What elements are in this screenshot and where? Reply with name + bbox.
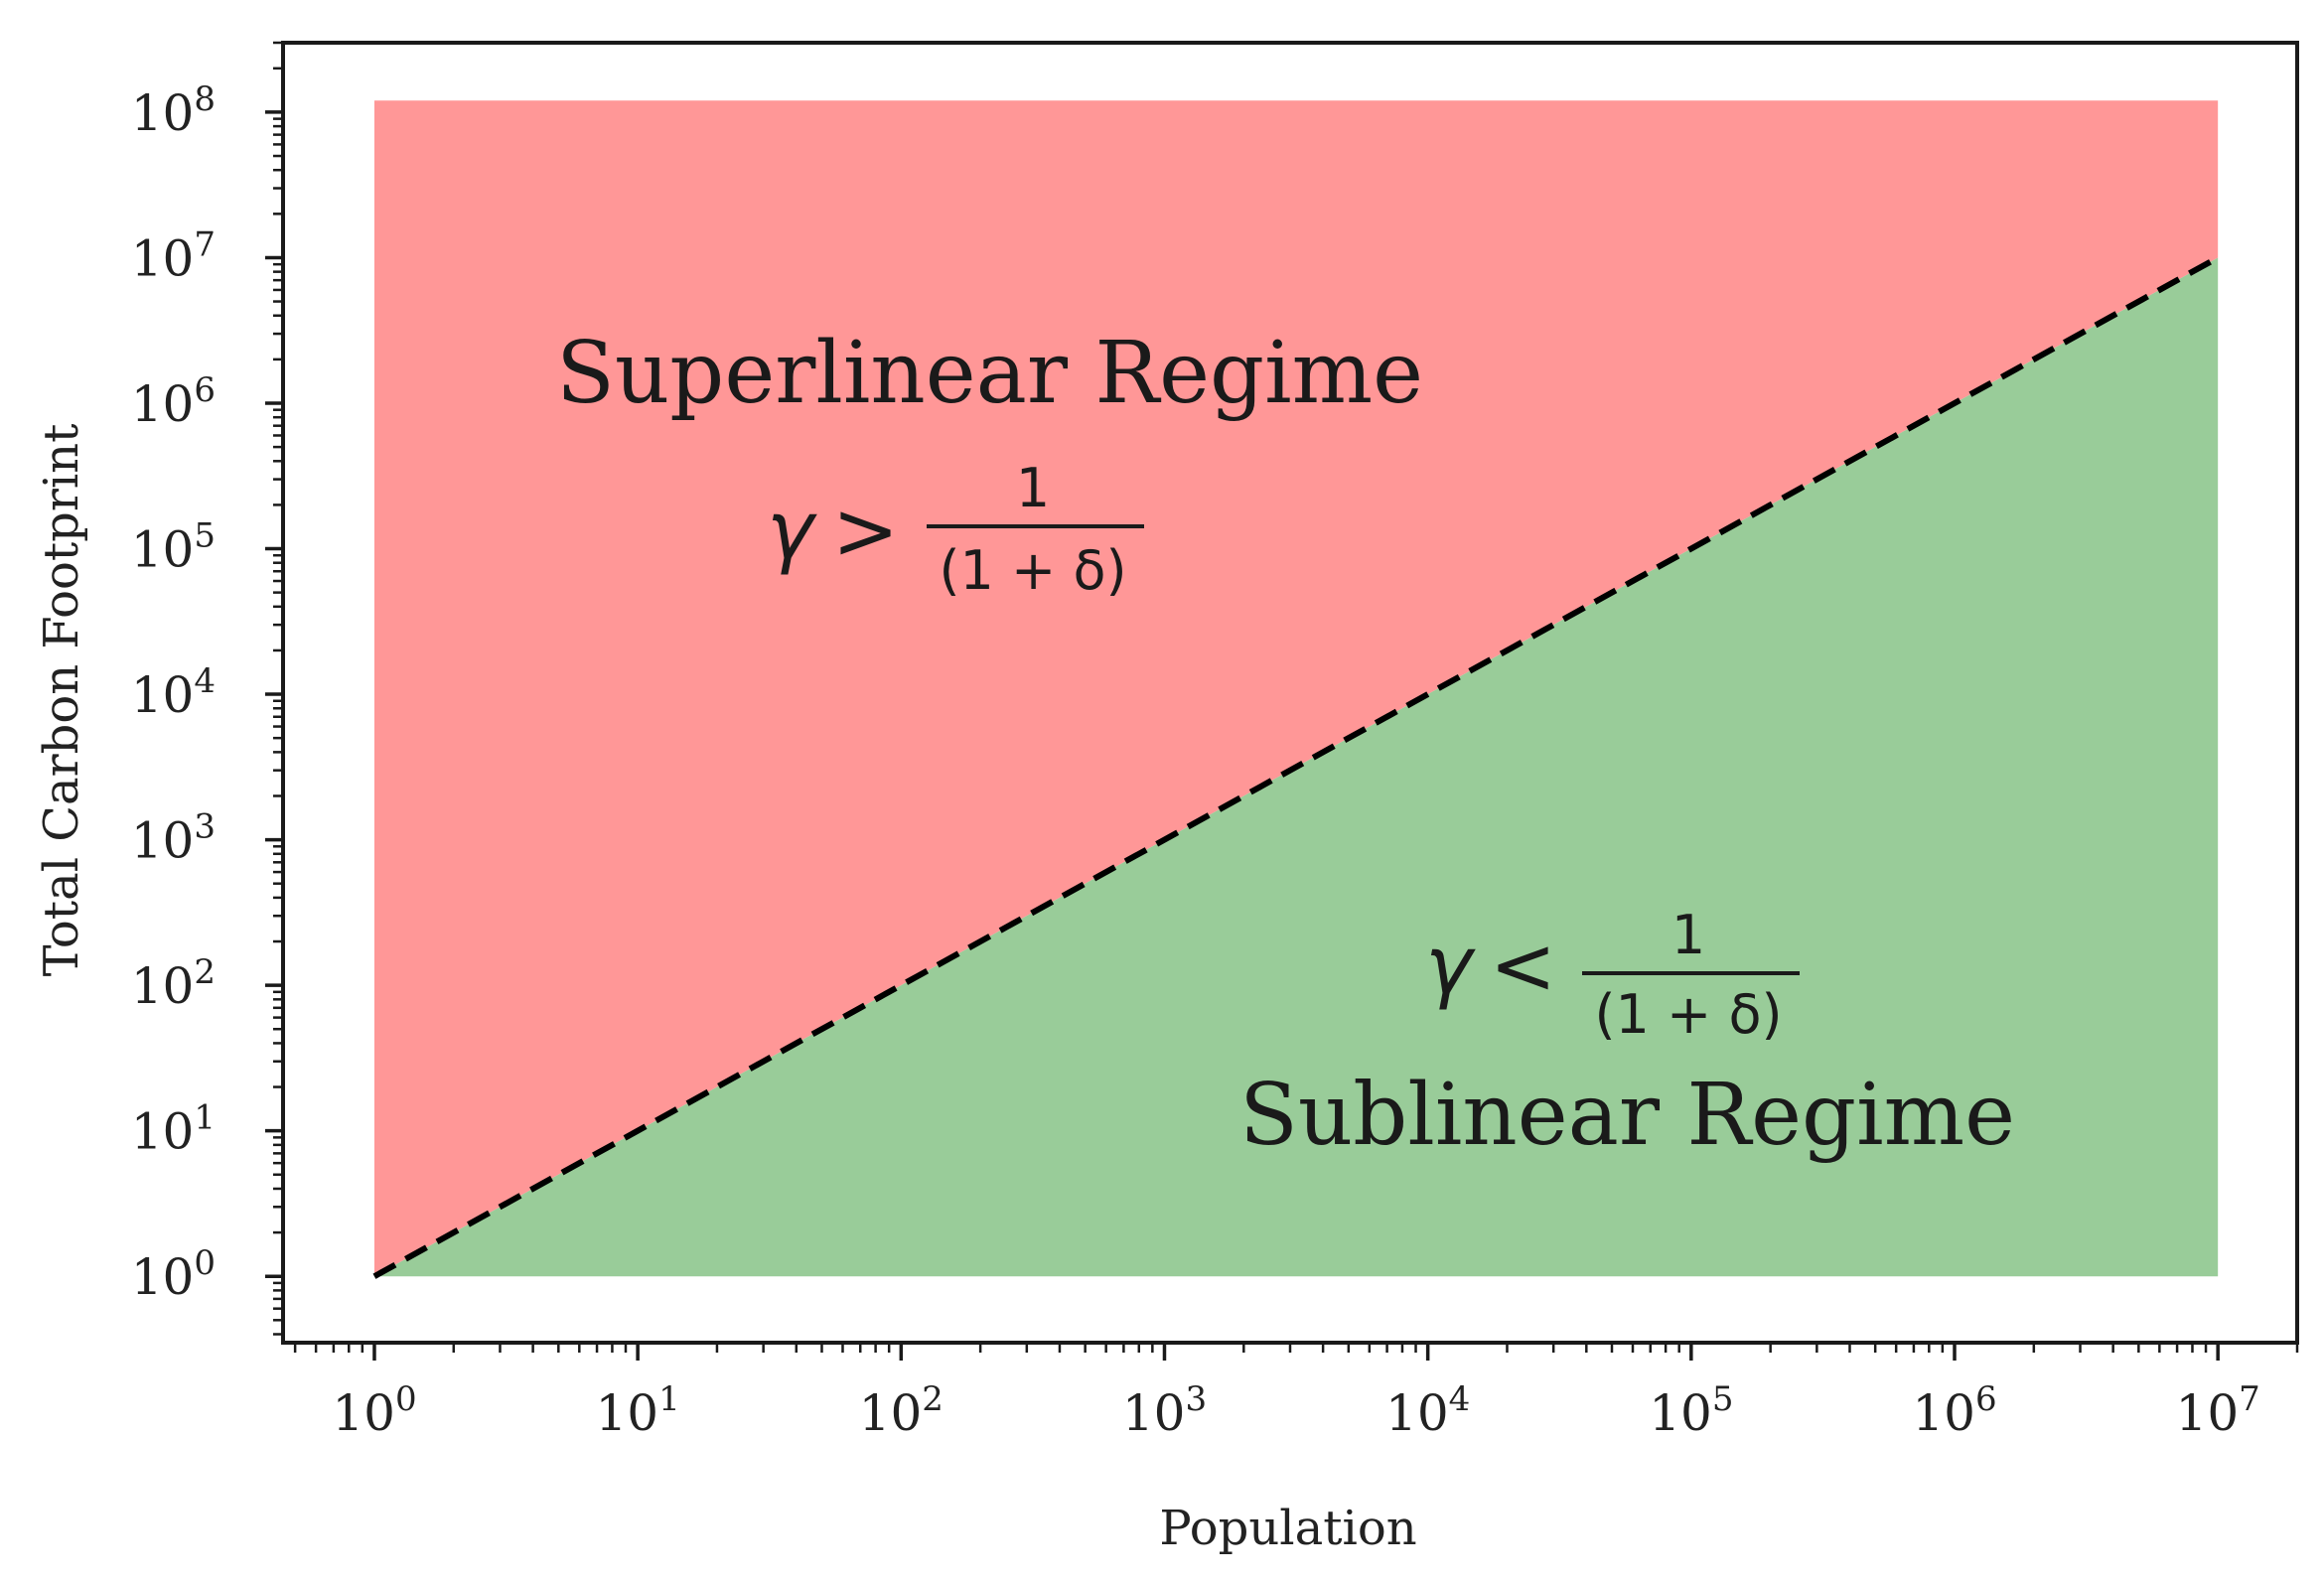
ticks-layer — [265, 41, 2299, 1361]
x-tick-label: 107 — [2176, 1379, 2260, 1442]
sublinear-gamma: γ — [1425, 920, 1476, 1012]
x-tick-label: 102 — [859, 1379, 944, 1442]
x-tick-label: 104 — [1385, 1379, 1470, 1442]
superlinear-denominator: (1 + δ) — [939, 539, 1126, 602]
superlinear-gamma: γ — [767, 485, 817, 577]
sublinear-operator: < — [1490, 920, 1556, 1012]
y-tick-label: 101 — [131, 1098, 216, 1161]
y-tick-label: 107 — [131, 224, 216, 287]
sublinear-denominator: (1 + δ) — [1594, 983, 1782, 1046]
y-tick-label: 106 — [131, 370, 216, 433]
superlinear-regime-label: Superlinear Regime — [556, 324, 1423, 423]
x-tick-label: 100 — [332, 1379, 416, 1442]
y-tick-label: 108 — [131, 79, 216, 142]
x-tick-label: 106 — [1912, 1379, 1996, 1442]
y-tick-label: 105 — [131, 516, 216, 579]
y-axis-title: Total Carbon Footprint — [34, 424, 89, 977]
superlinear-operator: > — [832, 485, 899, 577]
y-tick-label: 104 — [131, 661, 216, 724]
x-tick-label: 101 — [595, 1379, 679, 1442]
y-tick-label: 102 — [131, 952, 216, 1015]
y-tick-label: 100 — [131, 1243, 216, 1306]
sublinear-regime-label: Sublinear Regime — [1239, 1066, 2015, 1165]
threshold-dashed-line — [372, 254, 2220, 1279]
x-tick-label: 105 — [1649, 1379, 1733, 1442]
x-tick-label: 103 — [1122, 1379, 1207, 1442]
y-tick-label: 103 — [131, 807, 216, 870]
tick-labels-layer: 100 101 102 103 104 105 106 107 100 101 102 103 104 1… — [131, 79, 2260, 1442]
sublinear-condition: γ < 1 (1 + δ) — [1425, 904, 1800, 1046]
superlinear-numerator: 1 — [1016, 457, 1050, 519]
sublinear-numerator: 1 — [1671, 904, 1705, 966]
superlinear-condition: γ > 1 (1 + δ) — [767, 457, 1144, 602]
x-axis-title: Population — [1159, 1501, 1416, 1556]
superlinear-region — [373, 100, 2219, 1277]
